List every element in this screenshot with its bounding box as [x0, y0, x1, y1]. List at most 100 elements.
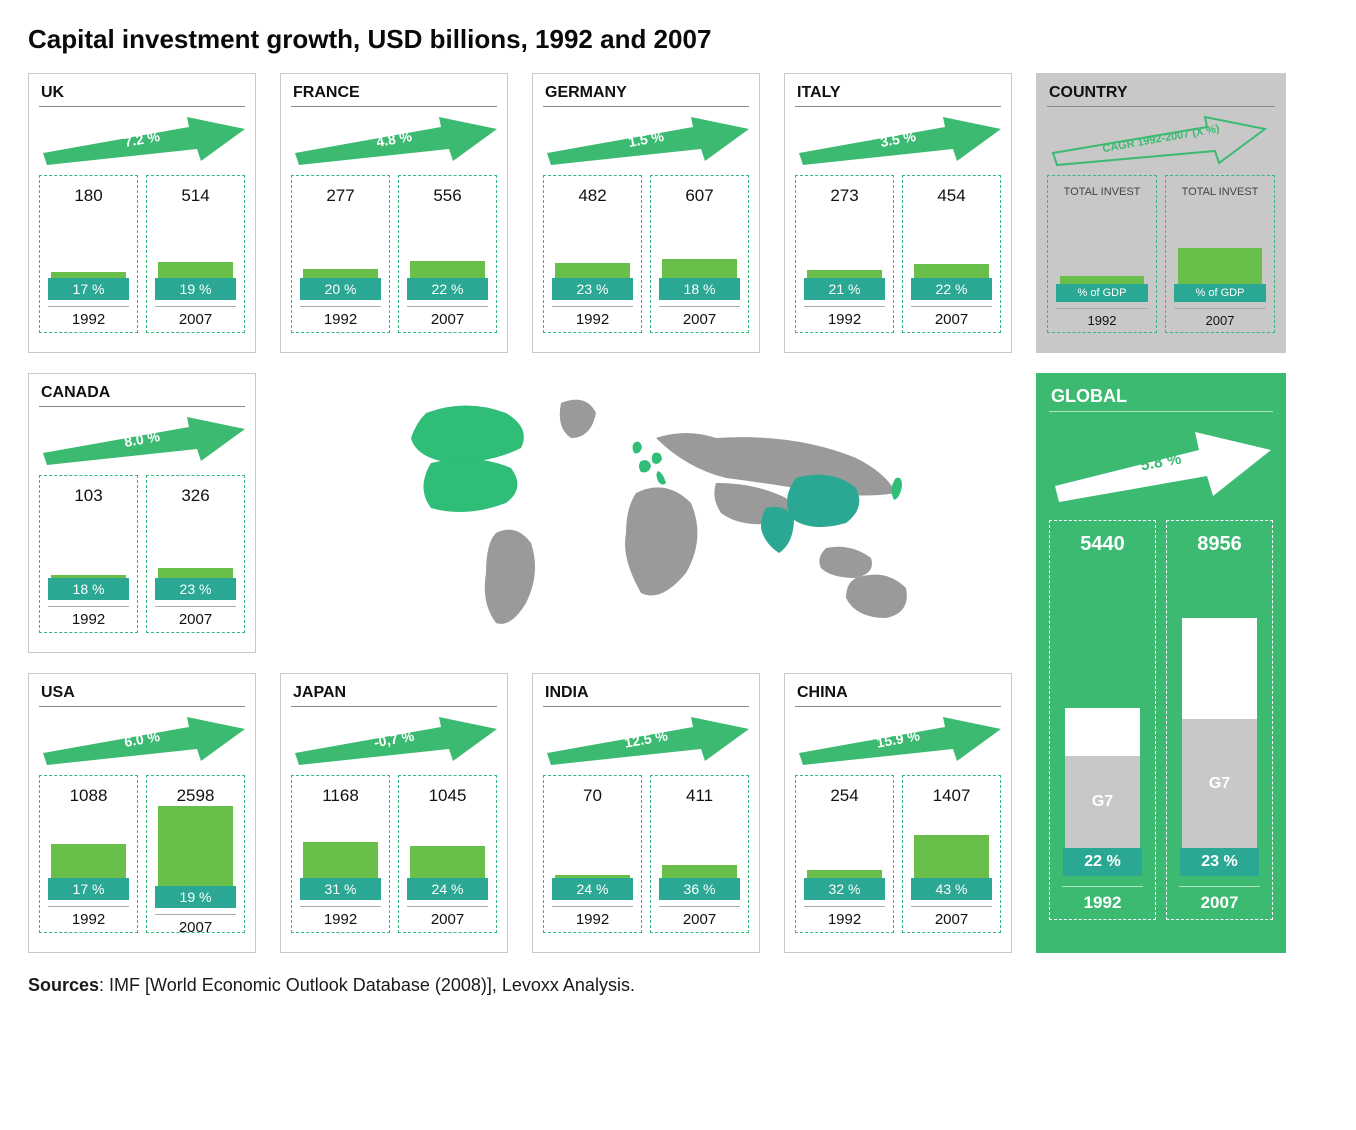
- invest-italy-2007: 454: [937, 186, 965, 206]
- year-japan-2007: 2007: [407, 906, 489, 928]
- global-nong7-2007: [1182, 618, 1256, 719]
- year-germany-1992: 1992: [552, 306, 634, 328]
- box-japan-1992: 1168 31 % 1992: [291, 775, 390, 933]
- card-legend: COUNTRY CAGR 1992-2007 (X %) TOTAL INVES…: [1036, 73, 1286, 353]
- global-title: GLOBAL: [1051, 386, 1273, 407]
- box-india-1992: 70 24 % 1992: [543, 775, 642, 933]
- legend-year-a: 1992: [1056, 308, 1148, 328]
- box-italy-2007: 454 22 % 2007: [902, 175, 1001, 333]
- year-usa-1992: 1992: [48, 906, 130, 928]
- sources-line: Sources: IMF [World Economic Outlook Dat…: [28, 975, 1328, 996]
- bar-france-1992: [303, 269, 378, 278]
- invest-uk-1992: 180: [74, 186, 102, 206]
- card-title-india: INDIA: [545, 684, 749, 702]
- invest-canada-2007: 326: [181, 486, 209, 506]
- gdp-japan-1992: 31 %: [300, 878, 382, 900]
- arrow-india: 12.5 %: [543, 713, 749, 769]
- box-canada-2007: 326 23 % 2007: [146, 475, 245, 633]
- legend-title: COUNTRY: [1049, 84, 1275, 102]
- legend-year-b: 2007: [1174, 308, 1266, 328]
- bar-usa-1992: [51, 844, 126, 878]
- invest-china-1992: 254: [830, 786, 858, 806]
- invest-canada-1992: 103: [74, 486, 102, 506]
- arrow-usa: 6.0 %: [39, 713, 245, 769]
- global-box-2007: 8956 G7 23 % 2007: [1166, 520, 1273, 920]
- bar-canada-2007: [158, 568, 233, 578]
- gdp-uk-2007: 19 %: [155, 278, 237, 300]
- year-india-2007: 2007: [659, 906, 741, 928]
- gdp-india-2007: 36 %: [659, 878, 741, 900]
- year-france-1992: 1992: [300, 306, 382, 328]
- card-uk: UK 7.2 % 180 17 % 1992 514 19 % 2007: [28, 73, 256, 353]
- invest-usa-2007: 2598: [177, 786, 215, 806]
- global-g7-2007: G7: [1182, 719, 1256, 848]
- gdp-usa-1992: 17 %: [48, 878, 130, 900]
- year-usa-2007: 2007: [155, 914, 237, 936]
- world-map: [280, 373, 1012, 653]
- gdp-germany-1992: 23 %: [552, 278, 634, 300]
- bar-germany-2007: [662, 259, 737, 278]
- arrow-italy: 3.5 %: [795, 113, 1001, 169]
- bar-usa-2007: [158, 806, 233, 886]
- card-title-japan: JAPAN: [293, 684, 497, 702]
- invest-usa-1992: 1088: [70, 786, 108, 806]
- card-usa: USA 6.0 % 1088 17 % 1992 2598 19 % 2007: [28, 673, 256, 953]
- invest-india-2007: 411: [686, 786, 713, 806]
- invest-japan-1992: 1168: [322, 786, 359, 806]
- invest-china-2007: 1407: [933, 786, 971, 806]
- box-usa-1992: 1088 17 % 1992: [39, 775, 138, 933]
- year-china-1992: 1992: [804, 906, 886, 928]
- arrow-canada: 8.0 %: [39, 413, 245, 469]
- invest-germany-1992: 482: [578, 186, 606, 206]
- card-title-canada: CANADA: [41, 384, 245, 402]
- global-box-1992: 5440 G7 22 % 1992: [1049, 520, 1156, 920]
- bar-japan-1992: [303, 842, 378, 878]
- bar-germany-1992: [555, 263, 630, 278]
- card-china: CHINA 15.9 % 254 32 % 1992 1407 43 % 200…: [784, 673, 1012, 953]
- global-invest-1992: 5440: [1080, 533, 1125, 556]
- invest-france-1992: 277: [326, 186, 354, 206]
- legend-arrow: CAGR 1992-2007 (X %): [1047, 113, 1275, 169]
- card-japan: JAPAN -0,7 % 1168 31 % 1992 1045 24 % 20…: [280, 673, 508, 953]
- arrow-china: 15.9 %: [795, 713, 1001, 769]
- gdp-france-2007: 22 %: [407, 278, 489, 300]
- legend-box-1992: TOTAL INVEST % of GDP 1992: [1047, 175, 1157, 333]
- global-year-1992: 1992: [1062, 886, 1144, 913]
- box-japan-2007: 1045 24 % 2007: [398, 775, 497, 933]
- box-usa-2007: 2598 19 % 2007: [146, 775, 245, 933]
- legend-invest-label-a: TOTAL INVEST: [1064, 186, 1141, 199]
- box-france-1992: 277 20 % 1992: [291, 175, 390, 333]
- bar-italy-1992: [807, 270, 882, 278]
- year-india-1992: 1992: [552, 906, 634, 928]
- bar-china-1992: [807, 870, 882, 878]
- box-italy-1992: 273 21 % 1992: [795, 175, 894, 333]
- global-invest-2007: 8956: [1197, 533, 1242, 556]
- gdp-china-2007: 43 %: [911, 878, 993, 900]
- card-india: INDIA 12.5 % 70 24 % 1992 411 36 % 2007: [532, 673, 760, 953]
- invest-japan-2007: 1045: [429, 786, 467, 806]
- arrow-france: 4.8 %: [291, 113, 497, 169]
- box-france-2007: 556 22 % 2007: [398, 175, 497, 333]
- gdp-uk-1992: 17 %: [48, 278, 130, 300]
- legend-gdp-label-b: % of GDP: [1174, 284, 1266, 302]
- bar-india-2007: [662, 865, 737, 878]
- arrow-japan: -0,7 %: [291, 713, 497, 769]
- invest-france-2007: 556: [433, 186, 461, 206]
- card-title-uk: UK: [41, 84, 245, 102]
- global-nong7-1992: [1065, 708, 1139, 756]
- year-china-2007: 2007: [911, 906, 993, 928]
- page-title: Capital investment growth, USD billions,…: [28, 24, 1328, 55]
- global-gdp-1992: 22 %: [1063, 848, 1141, 876]
- gdp-usa-2007: 19 %: [155, 886, 237, 908]
- gdp-germany-2007: 18 %: [659, 278, 741, 300]
- box-china-1992: 254 32 % 1992: [795, 775, 894, 933]
- legend-box-2007: TOTAL INVEST % of GDP 2007: [1165, 175, 1275, 333]
- card-global: GLOBAL 5.8 % 5440 G7 22 % 1992 89: [1036, 373, 1286, 953]
- bar-france-2007: [410, 261, 485, 278]
- card-germany: GERMANY 1.5 % 482 23 % 1992 607 18 % 200…: [532, 73, 760, 353]
- sources-label: Sources: [28, 975, 99, 995]
- gdp-france-1992: 20 %: [300, 278, 382, 300]
- bar-china-2007: [914, 835, 989, 878]
- year-canada-1992: 1992: [48, 606, 130, 628]
- arrow-germany: 1.5 %: [543, 113, 749, 169]
